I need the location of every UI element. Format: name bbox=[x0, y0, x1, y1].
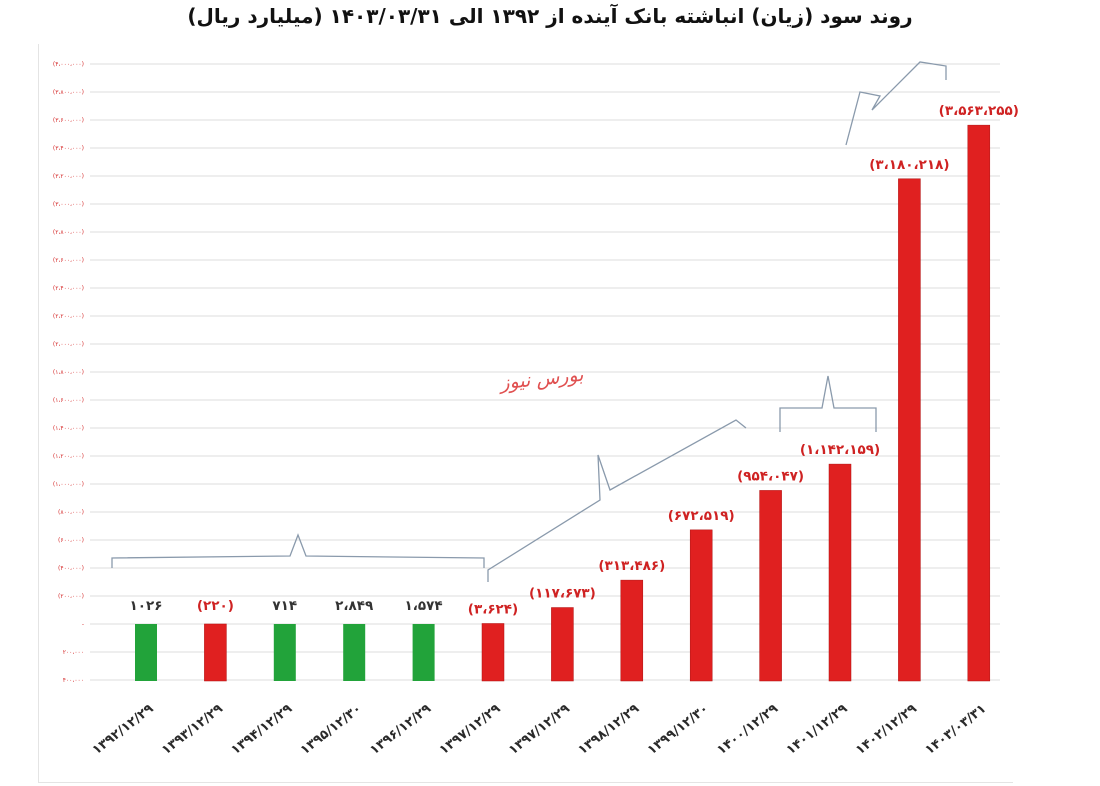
loss-bar bbox=[204, 623, 227, 682]
y-tick-label: (۳،۲۰۰،۰۰۰) bbox=[53, 173, 84, 180]
y-tick-label: (۲۰۰،۰۰۰) bbox=[58, 593, 84, 600]
group-brace bbox=[487, 419, 747, 582]
y-tick-label: ۴۰۰،۰۰۰ bbox=[63, 677, 84, 684]
loss-bar bbox=[759, 490, 782, 682]
x-tick-label: ۱۴۰۱/۱۲/۲۹ bbox=[784, 701, 851, 758]
data-label: (۹۵۴،۰۴۷) bbox=[737, 468, 804, 484]
loss-bar bbox=[620, 579, 644, 682]
data-label: (۳،۶۲۴) bbox=[468, 601, 518, 617]
y-tick-label: (۲،۴۰۰،۰۰۰) bbox=[53, 285, 84, 292]
y-tick-label: (۳،۸۰۰،۰۰۰) bbox=[53, 89, 84, 96]
loss-bar bbox=[689, 529, 713, 682]
loss-bar bbox=[898, 178, 921, 682]
x-tick-label: ۱۳۹۸/۱۲/۲۹ bbox=[576, 701, 643, 758]
x-tick-label: ۱۳۹۳/۱۲/۲۹ bbox=[159, 701, 226, 758]
data-label: (۶۷۲،۵۱۹) bbox=[668, 508, 735, 524]
y-tick-label: (۴۰۰،۰۰۰) bbox=[58, 565, 84, 572]
y-tick-label: (۶۰۰،۰۰۰) bbox=[58, 537, 84, 544]
loss-bar bbox=[967, 124, 991, 682]
data-label: ۱۰۲۶ bbox=[130, 598, 163, 614]
data-label: ۷۱۴ bbox=[272, 598, 297, 614]
y-tick-label: (۱،۸۰۰،۰۰۰) bbox=[53, 369, 84, 376]
y-tick-label: (۱،۲۰۰،۰۰۰) bbox=[53, 453, 84, 460]
data-label: (۳،۱۸۰،۲۱۸) bbox=[869, 157, 949, 173]
x-tick-label: ۱۴۰۲/۱۲/۲۹ bbox=[853, 701, 920, 758]
y-tick-label: (۲،۶۰۰،۰۰۰) bbox=[53, 257, 84, 264]
y-tick-label: - bbox=[82, 621, 84, 628]
loss-bar bbox=[481, 623, 505, 682]
loss-bar bbox=[551, 607, 574, 682]
y-tick-label: (۱،۴۰۰،۰۰۰) bbox=[53, 425, 84, 432]
x-tick-label: ۱۴۰۰/۱۲/۲۹ bbox=[714, 701, 781, 758]
x-tick-label: ۱۴۰۳/۰۳/۳۱ bbox=[923, 701, 990, 758]
data-label: (۲۲۰) bbox=[197, 598, 234, 614]
x-tick-label: ۱۳۹۷/۱۲/۲۹ bbox=[506, 701, 573, 758]
group-brace bbox=[111, 533, 485, 568]
chart-title: روند سود (زیان) انباشته بانک آینده از ۱۳… bbox=[187, 4, 913, 28]
data-label: (۳،۵۶۳،۲۵۵) bbox=[939, 103, 1019, 119]
x-tick-label: ۱۳۹۵/۱۲/۳۰ bbox=[298, 701, 365, 758]
y-tick-label: (۲،۸۰۰،۰۰۰) bbox=[53, 229, 84, 236]
y-tick-label: (۱،۰۰۰،۰۰۰) bbox=[53, 481, 84, 488]
y-tick-label: (۳،۶۰۰،۰۰۰) bbox=[53, 117, 84, 124]
group-brace bbox=[845, 61, 947, 146]
group-brace bbox=[779, 375, 877, 432]
x-tick-label: ۱۳۹۹/۱۲/۳۰ bbox=[645, 701, 712, 758]
data-label: (۳۱۳،۴۸۶) bbox=[598, 558, 665, 574]
y-tick-label: ۲۰۰،۰۰۰ bbox=[63, 649, 84, 656]
data-label: (۱،۱۴۲،۱۵۹) bbox=[800, 442, 880, 458]
profit-bar bbox=[135, 624, 157, 681]
profit-bar bbox=[412, 624, 435, 681]
x-tick-label: ۱۳۹۷/۱۲/۲۹ bbox=[437, 701, 504, 758]
data-label: ۱،۵۷۴ bbox=[405, 598, 443, 614]
profit-bar bbox=[273, 624, 296, 681]
x-tick-label: ۱۳۹۲/۱۲/۲۹ bbox=[90, 701, 157, 758]
data-label: (۱۱۷،۶۷۳) bbox=[529, 586, 596, 602]
data-label: ۲،۸۴۹ bbox=[335, 598, 373, 614]
chart-frame bbox=[38, 44, 1013, 783]
loss-bar bbox=[828, 463, 852, 682]
y-tick-label: (۲،۲۰۰،۰۰۰) bbox=[53, 313, 84, 320]
y-tick-label: (۱،۶۰۰،۰۰۰) bbox=[53, 397, 84, 404]
x-tick-label: ۱۳۹۶/۱۲/۲۹ bbox=[367, 701, 434, 758]
y-tick-label: (۳،۴۰۰،۰۰۰) bbox=[53, 145, 84, 152]
y-tick-label: (۴،۰۰۰،۰۰۰) bbox=[53, 61, 84, 68]
y-tick-label: (۲،۰۰۰،۰۰۰) bbox=[53, 341, 84, 348]
y-tick-label: (۸۰۰،۰۰۰) bbox=[58, 509, 84, 516]
profit-bar bbox=[343, 624, 366, 681]
y-tick-label: (۳،۰۰۰،۰۰۰) bbox=[53, 201, 84, 208]
x-tick-label: ۱۳۹۴/۱۲/۲۹ bbox=[229, 701, 296, 758]
